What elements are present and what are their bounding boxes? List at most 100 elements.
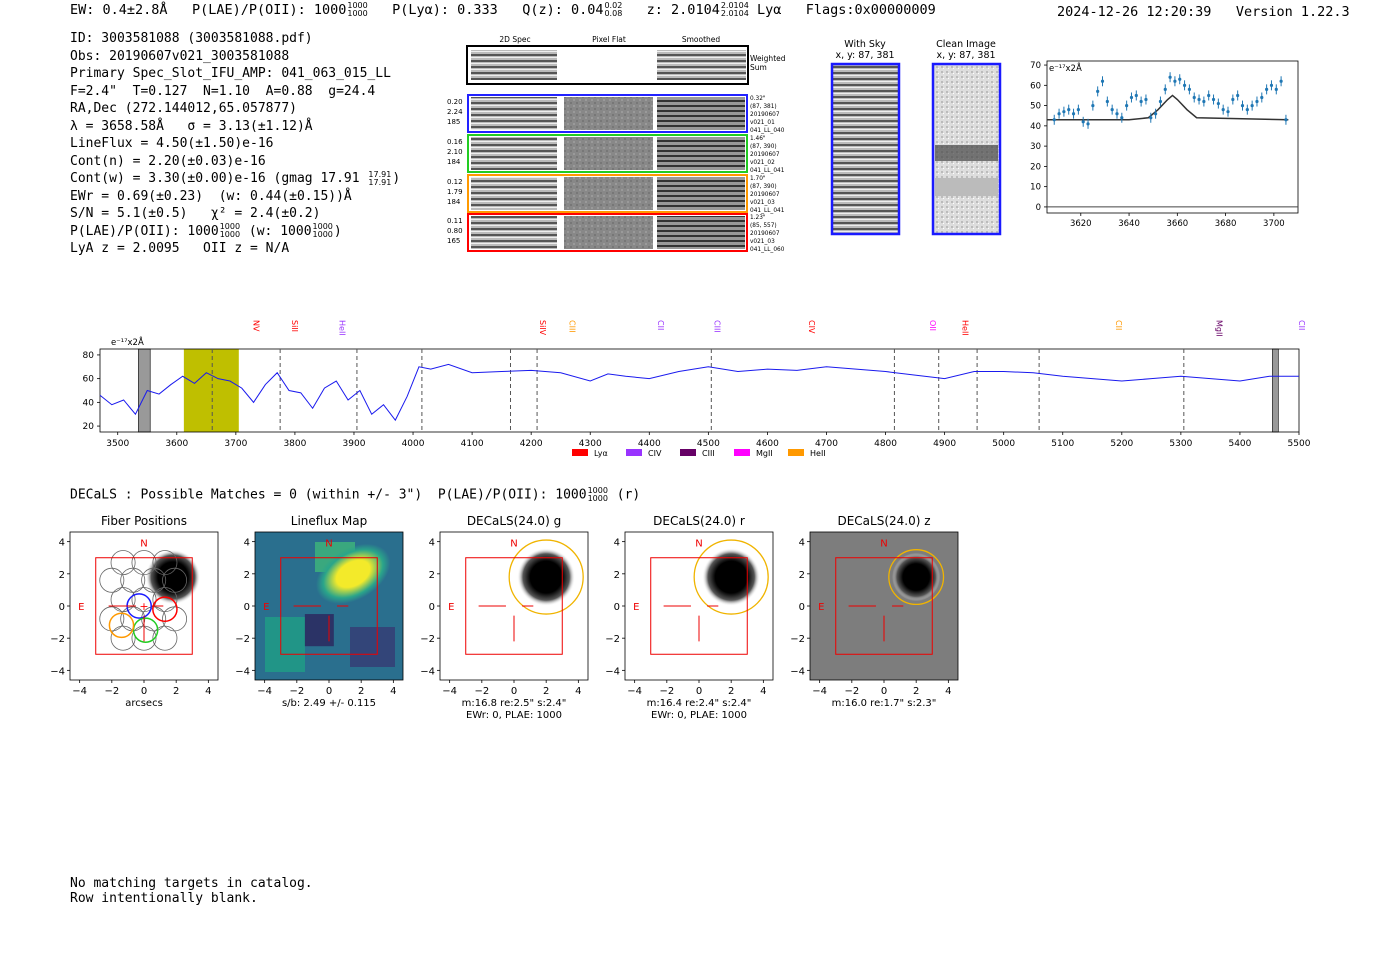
decals-title: DECaLS : Possible Matches = 0 (within +/… — [70, 486, 641, 503]
info-lambda: λ = 3658.58Å σ = 3.13(±1.12)Å — [70, 118, 313, 134]
panel-title: Fiber Positions — [101, 514, 187, 528]
panel-image — [439, 531, 589, 681]
east-label: E — [78, 602, 84, 613]
qz-sub: 0.08 — [604, 9, 623, 18]
legend-swatch — [626, 449, 642, 456]
panel-title: DECaLS(24.0) z — [837, 514, 930, 528]
zoom-point — [1086, 122, 1090, 126]
zoom-y-tick: 0 — [1036, 203, 1041, 213]
fov-box — [835, 557, 933, 655]
zoom-point — [1105, 99, 1109, 104]
fov-box — [280, 557, 378, 655]
info-plae: P(LAE)/P(OII): 1000 1000 1000 (w: 1000 1000… — [70, 222, 342, 239]
cutout-right-label: 20190607 — [750, 192, 780, 198]
legend-label: Lyα — [594, 449, 608, 458]
panel-x-tick: 4 — [390, 686, 396, 697]
east-label: E — [448, 602, 454, 613]
panel-y-tick: 4 — [59, 538, 65, 549]
info-obs: Obs: 20190607v021_3003581088 — [70, 48, 290, 64]
panel-y-tick: 0 — [429, 602, 435, 613]
weighted-2d — [471, 50, 557, 80]
masked-region — [1272, 348, 1279, 433]
spec-x-tick: 4700 — [815, 439, 838, 449]
panel-y-tick: −4 — [235, 666, 250, 677]
cutout-right-label: 041_LL_060 — [750, 247, 785, 253]
panel-x-tick: 0 — [881, 686, 887, 697]
zoom-point — [1154, 112, 1158, 116]
panel-y-tick: 2 — [59, 570, 65, 581]
panel-y-tick: −4 — [50, 666, 65, 677]
with-sky-image — [830, 62, 901, 236]
emission-line-label: CIII — [712, 320, 721, 333]
spec-x-tick: 5000 — [992, 439, 1015, 449]
aperture-ellipse — [888, 549, 945, 606]
spec-x-tick: 4900 — [933, 439, 956, 449]
zoom-point — [1096, 89, 1100, 93]
zoom-point — [1245, 108, 1249, 112]
panel-x-tick: 2 — [913, 686, 919, 697]
footer-line1: No matching targets in catalog. — [70, 876, 313, 891]
spec-x-tick: 3600 — [165, 439, 188, 449]
zoom-x-tick: 3680 — [1215, 219, 1237, 229]
east-label: E — [633, 602, 639, 613]
decals-panel: DECaLS(24.0) z N E 4 2 0 −2 −4 −4 −2 0 2 4 m:16.0 re:… — [790, 514, 959, 709]
cutout-right-label: 041_LL_041 — [750, 168, 785, 174]
zoom-point — [1236, 93, 1240, 98]
north-label: N — [510, 538, 517, 549]
zoom-point — [1284, 118, 1288, 122]
cutout-left-label: 184 — [447, 198, 461, 206]
panel-y-tick: 4 — [799, 538, 805, 549]
zoom-point — [1076, 108, 1080, 112]
timestamp: 2024-12-26 12:20:39 — [1057, 4, 1212, 20]
zoom-point — [1144, 97, 1148, 102]
plae-sup: 1000 — [347, 1, 368, 10]
east-label: E — [263, 602, 269, 613]
zoom-point — [1071, 112, 1076, 116]
panel-y-tick: 0 — [59, 602, 65, 613]
zoom-x-tick: 3620 — [1070, 219, 1092, 229]
spec-x-tick: 4100 — [461, 439, 484, 449]
zoom-point — [1168, 75, 1172, 79]
panel-image — [809, 531, 959, 681]
zoom-point — [1134, 93, 1138, 98]
fov-box — [465, 557, 563, 655]
zoom-y-tick: 70 — [1030, 61, 1041, 71]
zoom-point — [1192, 95, 1196, 100]
ew-value: EW: 0.4±2.8Å — [70, 2, 168, 18]
north-label: N — [695, 538, 702, 549]
z-sub: 2.0104 — [720, 9, 749, 18]
panel-title: DECaLS(24.0) g — [467, 514, 561, 528]
spec-x-tick: 4500 — [697, 439, 720, 449]
flags-value: Flags:0x00000009 — [805, 2, 936, 18]
fiber-circle — [162, 567, 188, 593]
zoom-line-fit-chart: e⁻¹⁷x2Å 3620 3640 3660 3680 3700 70 60 50 40 30 20… — [1030, 60, 1299, 229]
zoom-x-tick: 3700 — [1263, 219, 1285, 229]
plya-value: P(Lyα): 0.333 — [392, 2, 498, 18]
panel-y-tick: −2 — [790, 634, 805, 645]
zoom-y-tick: 30 — [1030, 142, 1041, 152]
spec-x-tick: 3900 — [343, 439, 366, 449]
panel-caption: s/b: 2.49 +/- 0.115 — [282, 698, 376, 709]
panel-x-tick: −2 — [289, 686, 304, 697]
cutout-smooth — [657, 216, 745, 249]
panel-y-tick: 2 — [614, 570, 620, 581]
cutout-right-label: 041_LL_041 — [750, 208, 785, 214]
zoom-point — [1216, 101, 1220, 106]
cutout-left-label: 0.20 — [447, 98, 463, 106]
panel-x-tick: −4 — [257, 686, 272, 697]
with-sky-xy: x, y: 87, 381 — [835, 50, 894, 61]
north-label: N — [140, 538, 147, 549]
cutout-flat — [564, 137, 653, 170]
sum-label: Sum — [750, 63, 767, 72]
zoom-point — [1182, 83, 1187, 87]
info-ewr: EWr = 0.69(±0.23) (w: 0.44(±0.15))Å — [70, 188, 352, 204]
emission-line-label: HeII — [960, 320, 969, 336]
zoom-y-tick: 50 — [1030, 102, 1041, 112]
fov-box — [650, 557, 748, 655]
panel-x-tick: −4 — [442, 686, 457, 697]
with-sky-label: With Sky — [844, 39, 886, 50]
panel-y-tick: 4 — [614, 538, 620, 549]
cutout-left-label: 0.12 — [447, 178, 463, 186]
clean-xy: x, y: 87, 381 — [936, 50, 995, 61]
info-sn: S/N = 5.1(±0.5) χ² = 2.4(±0.2) — [70, 206, 321, 221]
